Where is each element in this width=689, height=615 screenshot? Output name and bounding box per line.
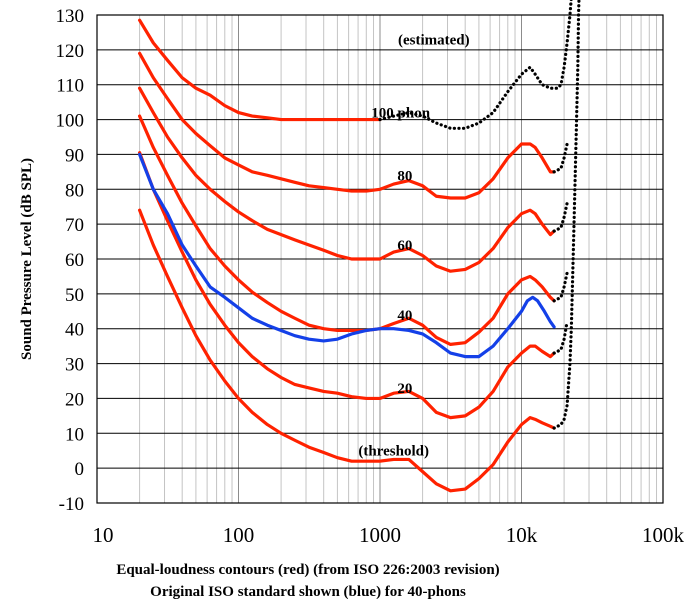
y-tick-label: 120 xyxy=(56,41,85,62)
estimated-contour-1 xyxy=(378,0,573,130)
iso-contour-4 xyxy=(138,86,556,273)
y-tick-label: 0 xyxy=(75,459,85,480)
y-tick-label: 50 xyxy=(65,285,84,306)
estimated-contour-3 xyxy=(552,142,569,174)
contour-annotation: 20 xyxy=(397,381,412,397)
y-tick-label: 10 xyxy=(65,424,84,445)
original-iso-40-phon-curve-12 xyxy=(138,152,556,359)
iso-contour-0 xyxy=(138,18,382,122)
caption-line-1: Equal-loudness contours (red) (from ISO … xyxy=(116,562,499,578)
estimated-contour-9 xyxy=(552,320,569,355)
contour-annotation: 80 xyxy=(397,168,412,184)
x-tick-label: 1000 xyxy=(359,523,401,547)
contour-annotation: 40 xyxy=(397,308,412,324)
estimated-contour-11 xyxy=(552,0,581,430)
contour-annotation: (estimated) xyxy=(398,32,470,48)
y-tick-label: 60 xyxy=(65,250,84,271)
plot-frame xyxy=(96,14,664,504)
y-tick-label: 70 xyxy=(65,215,84,236)
iso-contour-8 xyxy=(138,151,556,420)
y-tick-label: 130 xyxy=(56,6,85,27)
y-tick-label: 20 xyxy=(65,389,84,410)
series-layer xyxy=(138,0,581,493)
contour-annotation: 60 xyxy=(397,238,412,254)
x-tick-label: 100 xyxy=(223,523,255,547)
estimated-contour-7 xyxy=(552,271,569,303)
y-axis-label: Sound Pressure Level (dB SPL) xyxy=(19,158,35,360)
iso-contour-2 xyxy=(138,51,556,200)
annotations: (estimated) 100 phon 80 60 40 20 (threshold) xyxy=(358,32,469,459)
y-tick-labels: -10 0 10 20 30 40 50 60 70 80 90 100 110 120 130 xyxy=(56,6,85,515)
iso-contour-10 xyxy=(138,208,556,493)
y-tick-label: 40 xyxy=(65,320,84,341)
x-tick-label: 10 xyxy=(93,523,114,547)
x-tick-label: 100k xyxy=(642,523,685,547)
estimated-contour-5 xyxy=(552,201,569,233)
x-tick-label: 10k xyxy=(506,523,538,547)
y-tick-label: 90 xyxy=(65,145,84,166)
iso-contour-6 xyxy=(138,114,556,346)
y-tick-label: 100 xyxy=(56,111,85,132)
contour-annotation: 100 phon xyxy=(371,106,430,122)
y-tick-label: 110 xyxy=(56,76,84,97)
contour-annotation: (threshold) xyxy=(358,444,429,460)
y-tick-label: 30 xyxy=(65,355,84,376)
y-tick-label: -10 xyxy=(59,494,84,515)
caption-line-2: Original ISO standard shown (blue) for 4… xyxy=(150,584,466,600)
x-tick-labels: 10 100 1000 10k 100k xyxy=(93,523,685,547)
y-tick-label: 80 xyxy=(65,180,84,201)
